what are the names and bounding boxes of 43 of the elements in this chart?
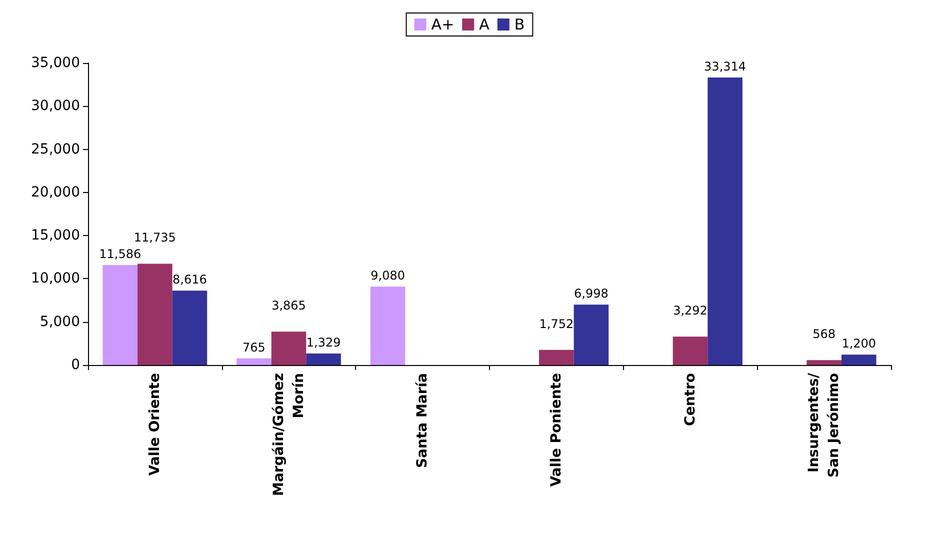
legend-label: A+ (431, 16, 454, 34)
bar (138, 264, 172, 365)
y-tick-label: 25,000 (31, 141, 80, 158)
bar (271, 332, 306, 365)
bar (708, 78, 742, 365)
x-tick-label: Santa María (414, 373, 431, 468)
data-label: 6,998 (574, 286, 608, 301)
data-label: 1,200 (842, 336, 876, 351)
bar (672, 336, 708, 365)
data-label: 11,735 (134, 230, 176, 245)
bar (236, 358, 272, 365)
data-label: 8,616 (172, 272, 207, 287)
data-label: 33,314 (704, 60, 746, 74)
data-label: 9,080 (370, 268, 405, 283)
legend-label: A (479, 16, 490, 34)
x-tick-label: Valle Oriente (146, 373, 163, 476)
x-tick-label: Insurgentes/ San Jerónimo (806, 372, 842, 478)
y-tick-label: 35,000 (31, 55, 80, 71)
y-tick-label: 10,000 (31, 270, 80, 287)
data-label: 11,586 (99, 247, 142, 262)
bar (306, 354, 341, 365)
data-label: 3,292 (673, 304, 708, 318)
bar (841, 354, 876, 365)
bar (172, 290, 208, 365)
y-tick-label: 15,000 (31, 228, 80, 244)
x-tick-label: Margáin/Gómez Morín (270, 373, 307, 496)
y-tick-label: 0 (71, 357, 80, 373)
bar (806, 360, 842, 365)
legend-label: B (514, 16, 525, 34)
bar (539, 350, 574, 365)
data-label: 765 (242, 340, 266, 354)
x-tick-label: Centro (682, 372, 698, 426)
y-tick-label: 5,000 (40, 314, 80, 330)
data-label: 1,329 (306, 336, 341, 350)
x-tick-label: Valle Poniente (548, 373, 564, 487)
bar (370, 286, 406, 365)
data-label: 1,752 (539, 316, 574, 331)
y-tick-label: 30,000 (31, 98, 80, 114)
y-tick-label: 20,000 (31, 184, 80, 200)
bar (574, 304, 609, 365)
data-label: 568 (812, 327, 836, 342)
bar (102, 265, 138, 365)
data-label: 3,865 (272, 298, 306, 313)
